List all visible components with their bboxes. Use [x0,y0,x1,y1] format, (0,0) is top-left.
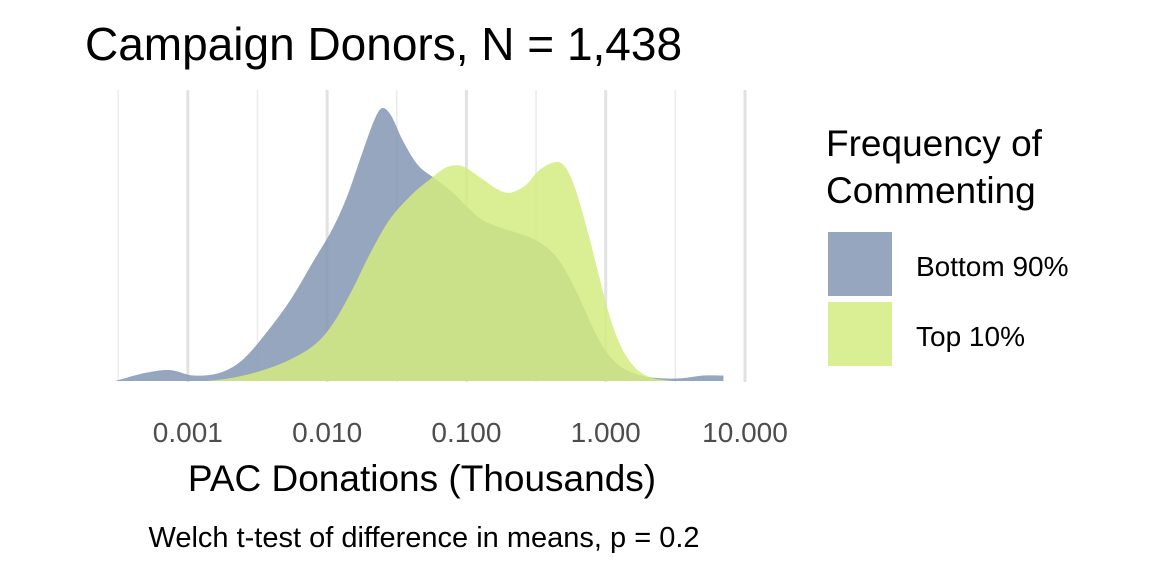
x-axis-label: PAC Donations (Thousands) [188,458,656,499]
legend-label-top-10: Top 10% [916,321,1025,352]
x-tick-label: 1.000 [571,417,641,448]
legend-key-top-10 [828,302,892,366]
legend-label-bottom-90: Bottom 90% [916,251,1069,282]
x-tick-label: 10.000 [702,417,788,448]
density-area-top-10 [208,161,673,381]
x-tick-label: 0.100 [431,417,501,448]
legend-title-line-1: Frequency of [826,123,1043,164]
x-tick-label: 0.010 [292,417,362,448]
x-tick-label: 0.001 [153,417,223,448]
legend-title-line-2: Commenting [826,170,1036,211]
legend-key-bottom-90 [828,232,892,296]
chart-caption: Welch t-test of difference in means, p =… [148,522,699,554]
chart-title: Campaign Donors, N = 1,438 [85,18,682,70]
x-axis-tick-labels: 0.001 0.010 0.100 1.000 10.000 [153,417,788,448]
legend: Frequency of Commenting Bottom 90% Top 1… [826,123,1069,366]
density-areas [115,107,724,381]
